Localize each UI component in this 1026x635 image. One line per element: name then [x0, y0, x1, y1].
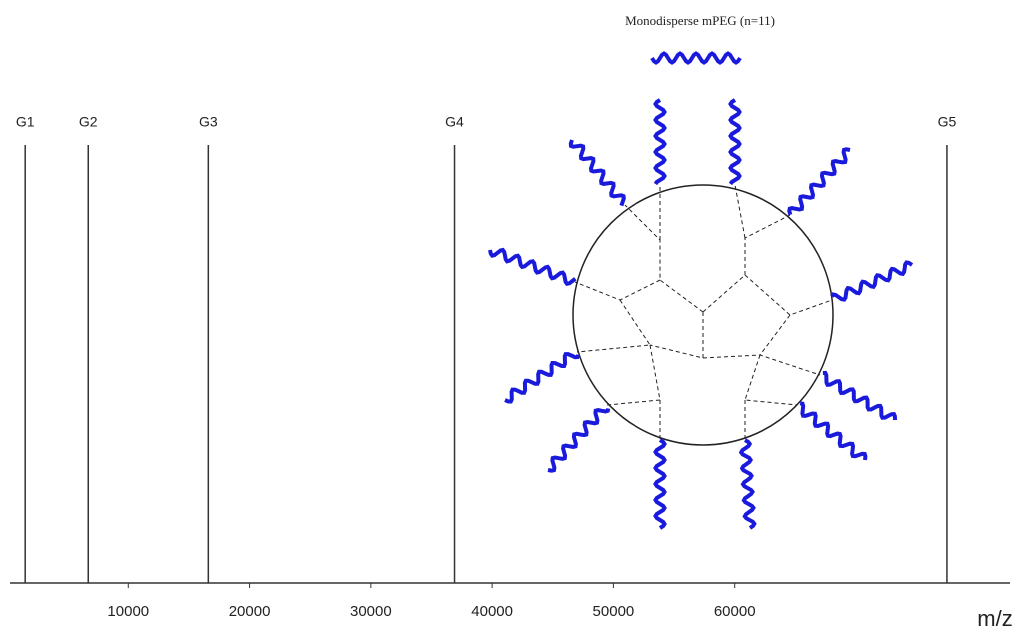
peak-label: G1 — [16, 114, 35, 130]
x-tick-label: 10000 — [107, 603, 149, 620]
peg-chain — [650, 51, 742, 65]
core-circle — [572, 184, 834, 446]
peg-chain — [653, 98, 667, 186]
x-tick-label: 30000 — [350, 603, 392, 620]
peak-label: G5 — [938, 114, 957, 130]
x-tick-label: 20000 — [229, 603, 271, 620]
peg-chain — [787, 147, 851, 216]
peg-chain — [504, 352, 581, 404]
peg-chain — [799, 401, 868, 461]
peg-chain — [653, 438, 667, 530]
peak-label: G2 — [79, 114, 98, 130]
dashed-network — [574, 184, 833, 440]
annotation: Monodisperse mPEG (n=11) — [625, 13, 775, 28]
peg-chain — [568, 139, 626, 207]
x-tick-label: 40000 — [471, 603, 513, 620]
peak-label: G3 — [199, 114, 218, 130]
peg-chain — [830, 260, 914, 302]
x-tick-label: 50000 — [593, 603, 635, 620]
peg-chain — [822, 370, 897, 421]
peg-chain — [488, 247, 577, 287]
peg-chain — [728, 98, 742, 186]
peak-label: G4 — [445, 114, 464, 130]
x-axis-label: m/z — [977, 606, 1012, 631]
peg-chain — [547, 408, 611, 473]
dendrimer-illustration — [488, 51, 914, 530]
x-tick-label: 60000 — [714, 603, 756, 620]
peg-chain — [738, 438, 757, 530]
